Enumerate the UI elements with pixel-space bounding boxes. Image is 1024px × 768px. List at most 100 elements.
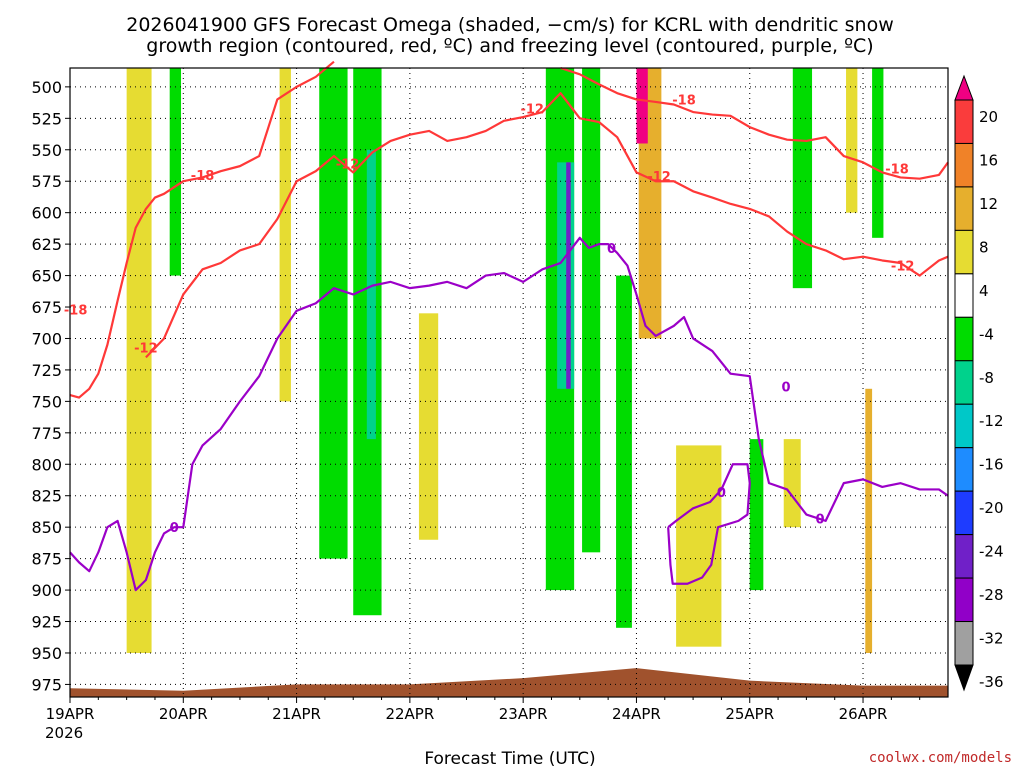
y-tick-label: 850 [31,518,62,537]
omega-region [169,68,182,276]
colorbar-swatch [954,99,974,144]
colorbar-label: -16 [979,456,1004,474]
omega-region [418,313,439,540]
contour-label: -12 [891,260,915,275]
y-tick-label: 525 [31,109,62,128]
y-tick-label: 675 [31,298,62,317]
y-tick-label: 775 [31,424,62,443]
colorbar-swatch [954,621,974,666]
y-tick-label: 550 [31,141,62,160]
terrain [70,668,948,697]
chart-title-line1: 2026041900 GFS Forecast Omega (shaded, −… [126,14,893,36]
omega-region [366,149,376,440]
colorbar-swatch [954,490,974,536]
y-tick-label: 725 [31,361,62,380]
contour-label: -12 [134,341,158,356]
contour-label: -12 [647,170,671,185]
colorbar-bottom-arrow [954,664,974,692]
dsg-contour [69,60,335,399]
x-tick-label: 24APR [612,705,661,723]
x-axis-label: Forecast Time (UTC) [424,749,595,768]
omega-region [872,68,884,238]
freezing-level-contour [69,236,949,592]
plot-area: -18 -12 -18 -12 -12 -18 -12 -18 -12 0 0 0 0 0 [64,60,949,703]
y-tick-label: 600 [31,204,62,223]
colorbar-label: -12 [979,412,1004,430]
y-tick-label: 750 [31,392,62,411]
contour-label: 0 [717,486,726,501]
colorbar-label: -32 [979,630,1004,648]
y-tick-label: 875 [31,550,62,569]
x-tick-label: 23APR [499,705,548,723]
y-tick-label: 825 [31,487,62,506]
contour-label: 0 [607,242,616,257]
colorbar-label: -36 [979,673,1004,691]
omega-region [279,68,291,402]
y-tick-label: 700 [31,329,62,348]
x-tick-label: 22APR [385,705,434,723]
colorbar-swatch [954,142,974,188]
y-tick-label: 950 [31,644,62,663]
x-tick-label: 19APR [46,705,95,723]
omega-region [566,162,571,389]
omega-region [582,68,601,553]
colorbar-swatch [954,316,974,362]
colorbar-swatch [954,403,974,449]
colorbar-swatch [954,229,974,275]
colorbar-label: -8 [979,369,994,387]
colorbar-label: 20 [979,108,998,126]
colorbar-label: -20 [979,499,1004,517]
omega-region [783,439,801,528]
first-date-year: 2026 [45,724,83,742]
contour-label: -12 [336,158,360,173]
y-tick-label: 900 [31,581,62,600]
omega-region [636,68,648,144]
colorbar-swatch [954,360,974,405]
colorbar-label: -24 [979,543,1004,561]
colorbar-swatch [954,447,974,492]
colorbar-label: -4 [979,325,994,343]
watermark: coolwx.com/models [869,750,1012,766]
x-tick-label: 26APR [839,705,888,723]
x-tick-label: 21APR [272,705,321,723]
omega-region [749,439,764,591]
freezing-level-contour [667,463,751,585]
contour-label: -18 [191,169,215,184]
contour-label: 0 [815,512,824,527]
contour-label: -18 [64,304,88,319]
y-tick-label: 625 [31,235,62,254]
y-tick-label: 650 [31,267,62,286]
contour-label: 0 [170,521,179,536]
y-tick-label: 575 [31,172,62,191]
dsg-contour [560,66,949,180]
y-tick-label: 500 [31,78,62,97]
x-tick-label: 20APR [159,705,208,723]
omega-region [792,68,813,289]
colorbar-swatch [954,273,974,318]
omega-region [616,275,632,628]
omega-region [846,68,858,213]
x-tick-label: 25APR [725,705,774,723]
y-tick-label: 800 [31,455,62,474]
contour-label: 0 [781,380,790,395]
dsg-contour [145,92,949,359]
omega-region [865,388,873,653]
contour-label: -18 [885,163,909,178]
colorbar-label: 12 [979,195,998,213]
colorbar-label: 16 [979,151,998,169]
omega-region [319,68,348,559]
omega-region [126,68,152,653]
colorbar-label: 8 [979,238,989,256]
y-tick-label: 975 [31,675,62,694]
colorbar-label: -28 [979,586,1004,604]
colorbar-swatch [954,534,974,579]
y-tick-label: 925 [31,613,62,632]
colorbar-swatch [954,186,974,231]
colorbar-swatch [954,577,974,623]
plot-frame [69,67,949,698]
contour-label: -12 [520,102,544,117]
chart-title-line2: growth region (contoured, red, ºC) and f… [146,35,873,57]
contour-label: -18 [672,93,696,108]
colorbar-label: 4 [979,282,989,300]
